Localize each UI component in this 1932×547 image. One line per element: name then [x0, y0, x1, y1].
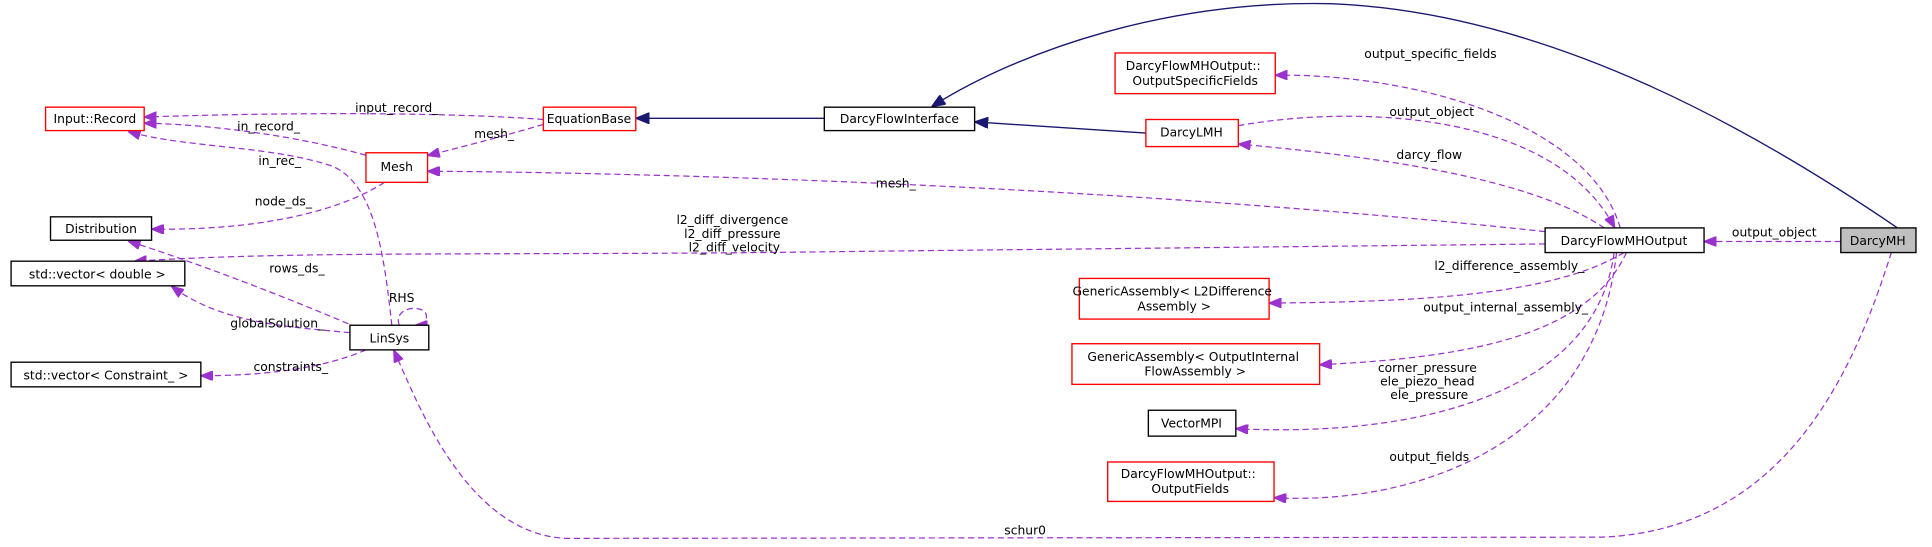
node-equation-base[interactable]: EquationBase [542, 106, 637, 132]
node-label-line: OutputSpecificFields [1132, 74, 1258, 88]
edge-mesh-distribution [153, 181, 385, 229]
edge-label-output-object-mh: output_object [1732, 226, 1817, 240]
node-distribution[interactable]: Distribution [49, 216, 153, 241]
edge-label-output-fields: output_fields [1389, 450, 1469, 464]
node-label: GenericAssembly< L2Difference Assembly > [1073, 285, 1276, 314]
edge-label-output-mesh: mesh_ [876, 176, 917, 190]
inheritance-edge-darcymh-darcyflowinterface [933, 2, 1898, 229]
node-label: DarcyFlowMHOutput [1561, 234, 1688, 248]
node-vector-mpi[interactable]: VectorMPI [1147, 409, 1237, 437]
edge-label-rhs: RHS [389, 291, 415, 305]
edge-mesh-input-record [145, 123, 367, 156]
node-label: EquationBase [547, 112, 632, 126]
node-linsys[interactable]: LinSys [349, 324, 430, 351]
node-generic-assembly-l2[interactable]: GenericAssembly< L2Difference Assembly > [1073, 277, 1276, 320]
node-label: LinSys [370, 331, 410, 345]
node-label: Input::Record [54, 112, 137, 126]
node-darcy-flow-mh-output[interactable]: DarcyFlowMHOutput [1544, 227, 1705, 254]
node-std-vector-constraint[interactable]: std::vector< Constraint_ > [10, 361, 202, 388]
edge-label-node-ds: node_ds_ [255, 195, 313, 209]
edge-label-l2-difference-assembly: l2_difference_assembly_ [1434, 259, 1585, 273]
edge-label-output-internal-assembly: output_internal_assembly_ [1423, 301, 1589, 315]
edge-label-rows-ds: rows_ds_ [269, 261, 325, 275]
edge-label-l2-diff-velocity: l2_diff_velocity [689, 240, 780, 254]
node-label: Distribution [65, 222, 137, 236]
edge-output-vector-mpi [1237, 252, 1615, 430]
node-input-record[interactable]: Input::Record [44, 106, 145, 132]
edge-equationbase-mesh [429, 123, 544, 155]
edge-output-ga-internal [1321, 252, 1627, 365]
node-label-line: FlowAssembly > [1144, 365, 1246, 379]
edge-label-ele-piezo-head: ele_piezo_head [1380, 375, 1474, 389]
node-label: DarcyFlowMHOutput:: OutputSpecificFields [1126, 59, 1265, 88]
node-generic-assembly-internal[interactable]: GenericAssembly< OutputInternal FlowAsse… [1071, 343, 1321, 386]
edge-label-output-object-lmh: output_object [1389, 105, 1474, 119]
edge-label-in-rec: in_rec_ [258, 154, 302, 168]
edge-label-l2-diff: l2_diff_divergence l2_diff_pressure l2_d… [677, 213, 793, 254]
edge-equationbase-input-record [145, 114, 544, 120]
node-label: DarcyFlowInterface [840, 112, 959, 126]
edge-label-constraints: constraints_ [253, 360, 328, 374]
node-darcy-lmh[interactable]: DarcyLMH [1145, 118, 1239, 148]
edge-darcymh-linsys [394, 252, 1892, 539]
node-output-specific-fields[interactable]: DarcyFlowMHOutput:: OutputSpecificFields [1114, 52, 1276, 95]
inheritance-edge-darcylmh-darcyflowinterface [976, 122, 1146, 134]
node-label-line: Assembly > [1137, 299, 1211, 313]
edge-label-schur0: schur0 [1004, 524, 1046, 538]
node-label-line: DarcyFlowMHOutput:: [1126, 59, 1261, 73]
node-label: std::vector< Constraint_ > [24, 368, 189, 382]
edge-label-global-solution: globalSolution_ [230, 317, 325, 331]
node-label: std::vector< double > [29, 267, 166, 281]
edge-output-mesh [429, 171, 1546, 233]
edge-label-input-record: input_record_ [355, 101, 439, 115]
node-label-line: OutputFields [1151, 482, 1229, 496]
edge-label-equationbase-mesh: mesh_ [474, 127, 515, 141]
edge-linsys-self-rhs [397, 307, 426, 325]
node-label: DarcyMH [1850, 234, 1906, 248]
edge-label-corner-pressure: corner_pressure [1378, 361, 1477, 375]
edge-linsys-distribution [129, 241, 358, 329]
edge-label-output-specific-fields: output_specific_fields [1364, 47, 1496, 61]
edge-output-std-vector-double [136, 243, 1546, 261]
node-darcy-flow-interface[interactable]: DarcyFlowInterface [823, 106, 976, 132]
edge-output-output-fields [1275, 252, 1618, 499]
node-label-line: GenericAssembly< OutputInternal [1087, 350, 1299, 364]
edge-output-ga-l2 [1270, 252, 1625, 304]
edge-label-pressures: corner_pressure ele_piezo_head ele_press… [1378, 361, 1481, 402]
edge-darcylmh-output [1238, 115, 1614, 226]
node-darcy-mh[interactable]: DarcyMH [1840, 227, 1917, 254]
node-label: DarcyFlowMHOutput:: OutputFields [1121, 467, 1260, 496]
node-std-vector-double[interactable]: std::vector< double > [10, 260, 186, 287]
edge-linsys-std-vector-double [173, 287, 350, 334]
edge-linsys-input-record [129, 132, 393, 326]
node-mesh[interactable]: Mesh [365, 152, 429, 184]
edge-label-in-record: in_record_ [237, 120, 301, 134]
node-label: Mesh [381, 160, 413, 174]
edge-label-l2-diff-divergence: l2_diff_divergence [677, 213, 789, 227]
edge-label-l2-diff-pressure: l2_diff_pressure [684, 227, 780, 241]
node-label: DarcyLMH [1160, 126, 1223, 140]
node-label-line: DarcyFlowMHOutput:: [1121, 467, 1256, 481]
node-label-line: GenericAssembly< L2Difference [1073, 285, 1273, 299]
node-label: VectorMPI [1161, 416, 1222, 430]
edge-linsys-std-vector-constraint [202, 349, 367, 376]
node-output-fields[interactable]: DarcyFlowMHOutput:: OutputFields [1107, 461, 1275, 503]
edge-output-darcylmh [1240, 144, 1605, 229]
edge-label-ele-pressure: ele_pressure [1390, 388, 1468, 402]
edge-output-specific-fields [1277, 75, 1621, 229]
node-label: GenericAssembly< OutputInternal FlowAsse… [1087, 350, 1302, 379]
edge-label-darcy-flow: darcy_flow [1396, 148, 1462, 162]
